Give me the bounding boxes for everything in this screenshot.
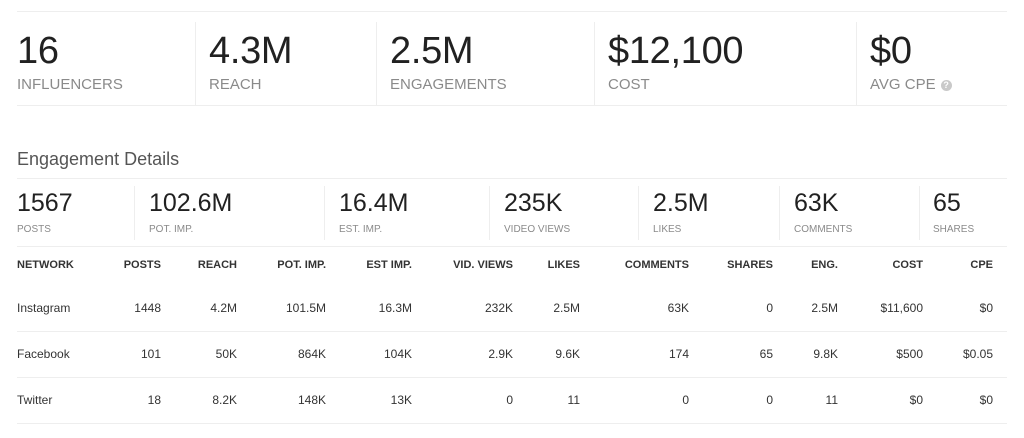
header-network[interactable]: NETWORK (17, 259, 74, 271)
section-divider (17, 178, 1007, 179)
summary-cost: $12,100 COST (594, 22, 855, 106)
row-divider (17, 377, 1007, 378)
cell-posts: 101 (140, 347, 161, 361)
stat-label: SHARES (933, 224, 975, 235)
stat-label: POSTS (17, 224, 51, 235)
cell-reach: 50K (215, 347, 237, 361)
help-icon[interactable]: ? (940, 80, 952, 91)
cell-cost: $0 (909, 393, 923, 407)
cell-pot-imp: 864K (297, 347, 326, 361)
cell-posts: 18 (147, 393, 161, 407)
cell-network: Instagram (17, 301, 71, 315)
cell-eng: 9.8K (813, 347, 838, 361)
cell-cpe: $0 (979, 301, 993, 315)
summary-label: ENGAGEMENTS (390, 76, 507, 93)
summary-value: 16 (17, 30, 59, 72)
header-reach[interactable]: REACH (197, 259, 237, 271)
summary-label: INFLUENCERS (17, 76, 123, 93)
stat-shares: 65 SHARES (919, 186, 1008, 240)
summary-value: 4.3M (209, 30, 293, 72)
cell-vid-views: 232K (484, 301, 513, 315)
stat-pot-imp: 102.6M POT. IMP. (134, 186, 325, 240)
header-vid-views[interactable]: VID. VIEWS (453, 259, 513, 271)
summary-label-wrap: AVG CPE? (870, 76, 952, 93)
stat-value: 63K (794, 189, 839, 217)
table-header: NETWORK POSTS REACH POT. IMP. EST IMP. V… (0, 247, 1024, 285)
summary-engagements: 2.5M ENGAGEMENTS (376, 22, 595, 106)
stat-value: 16.4M (339, 189, 409, 217)
table-row: Twitter 18 8.2K 148K 13K 0 11 0 0 11 $0 … (0, 378, 1024, 424)
row-divider (17, 423, 1007, 424)
stat-value: 235K (504, 189, 563, 217)
summary-label: AVG CPE (870, 76, 936, 93)
stat-likes: 2.5M LIKES (638, 186, 780, 240)
stat-video-views: 235K VIDEO VIEWS (489, 186, 639, 240)
summary-divider (17, 105, 1007, 106)
summary-value: $12,100 (608, 30, 744, 72)
header-pot-imp[interactable]: POT. IMP. (277, 259, 326, 271)
header-est-imp[interactable]: EST IMP. (366, 259, 412, 271)
stat-posts: 1567 POSTS (17, 186, 134, 240)
header-cpe[interactable]: CPE (970, 259, 993, 271)
cell-pot-imp: 101.5M (285, 301, 326, 315)
cell-cost: $11,600 (880, 301, 924, 315)
cell-est-imp: 16.3M (378, 301, 412, 315)
table-row: Instagram 1448 4.2M 101.5M 16.3M 232K 2.… (0, 286, 1024, 332)
cell-network: Twitter (17, 393, 53, 407)
cell-comments: 174 (668, 347, 689, 361)
cell-reach: 8.2K (212, 393, 237, 407)
header-cost[interactable]: COST (892, 259, 923, 271)
stat-label: EST. IMP. (339, 224, 383, 235)
cell-shares: 0 (766, 301, 773, 315)
cell-shares: 65 (759, 347, 773, 361)
summary-value: $0 (870, 30, 912, 72)
summary-value: 2.5M (390, 30, 474, 72)
stat-label: VIDEO VIEWS (504, 224, 571, 235)
stat-value: 2.5M (653, 189, 709, 217)
stat-value: 65 (933, 189, 961, 217)
row-divider (17, 331, 1007, 332)
stat-value: 102.6M (149, 189, 233, 217)
stat-value: 1567 (17, 189, 73, 217)
stats-divider (17, 246, 1007, 247)
cell-likes: 9.6K (555, 347, 580, 361)
cell-cpe: $0.05 (962, 347, 993, 361)
stat-label: COMMENTS (794, 224, 853, 235)
cell-comments: 63K (667, 301, 689, 315)
header-likes[interactable]: LIKES (547, 259, 580, 271)
top-divider (17, 11, 1007, 12)
header-shares[interactable]: SHARES (727, 259, 773, 271)
table-row: Facebook 101 50K 864K 104K 2.9K 9.6K 174… (0, 332, 1024, 378)
cell-pot-imp: 148K (297, 393, 326, 407)
summary-reach: 4.3M REACH (195, 22, 376, 106)
cell-reach: 4.2M (210, 301, 237, 315)
cell-est-imp: 104K (383, 347, 412, 361)
summary-avg-cpe: $0 AVG CPE? (856, 22, 1007, 106)
header-posts[interactable]: POSTS (123, 259, 161, 271)
header-eng[interactable]: ENG. (811, 259, 838, 271)
stat-label: LIKES (653, 224, 682, 235)
cell-eng: 2.5M (811, 301, 838, 315)
section-title: Engagement Details (17, 149, 180, 169)
summary-label: REACH (209, 76, 262, 93)
summary-label: COST (608, 76, 650, 93)
cell-network: Facebook (17, 347, 70, 361)
header-comments[interactable]: COMMENTS (624, 259, 689, 271)
cell-likes: 2.5M (553, 301, 580, 315)
cell-vid-views: 0 (506, 393, 513, 407)
cell-likes: 11 (567, 393, 580, 407)
cell-cpe: $0 (979, 393, 993, 407)
cell-posts: 1448 (134, 301, 161, 315)
summary-bar: 16 INFLUENCERS 4.3M REACH 2.5M ENGAGEMEN… (0, 12, 1024, 106)
cell-cost: $500 (896, 347, 923, 361)
cell-shares: 0 (766, 393, 773, 407)
stat-comments: 63K COMMENTS (779, 186, 920, 240)
cell-comments: 0 (682, 393, 689, 407)
summary-influencers: 16 INFLUENCERS (17, 22, 192, 106)
cell-vid-views: 2.9K (488, 347, 513, 361)
stat-est-imp: 16.4M EST. IMP. (324, 186, 490, 240)
cell-eng: 11 (825, 393, 838, 407)
cell-est-imp: 13K (390, 393, 412, 407)
stat-label: POT. IMP. (149, 224, 194, 235)
